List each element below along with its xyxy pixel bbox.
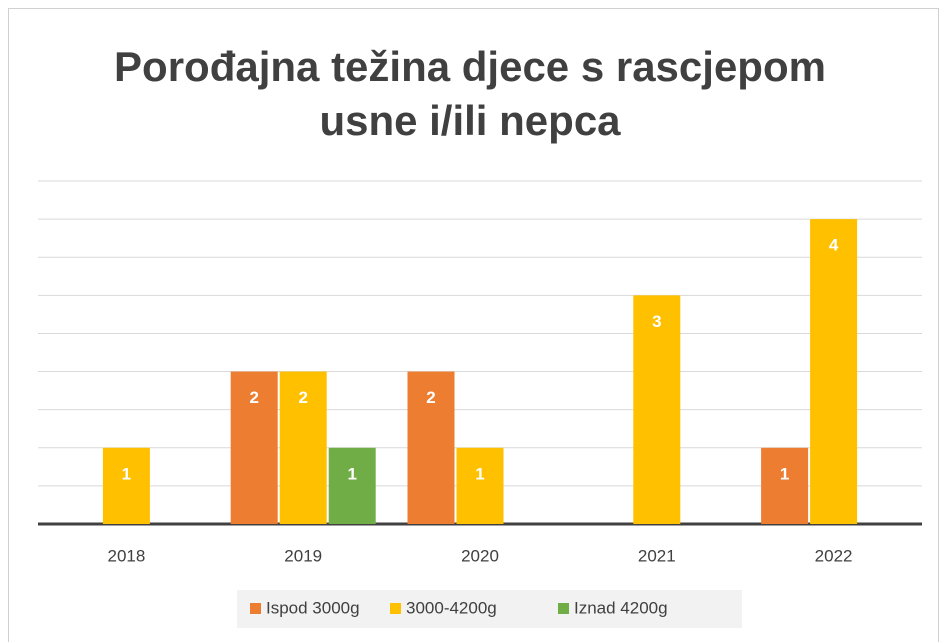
chart-title: Porođajna težina djece s rascjepom usne … [114,43,826,144]
bar [102,447,150,524]
legend-label: 3000-4200g [406,598,497,617]
data-label: 2 [249,388,258,407]
legend-swatch [250,603,261,614]
bar [761,447,809,524]
data-label: 2 [426,388,435,407]
bar [230,371,278,524]
bar [633,295,681,524]
chart-border [8,8,939,642]
data-label: 4 [829,236,839,255]
data-label: 1 [780,464,789,483]
bar [810,219,858,524]
x-tick-label: 2021 [638,546,676,565]
data-label: 1 [347,464,356,483]
bar [328,447,376,524]
bar [407,371,455,524]
x-tick-label: 2019 [284,546,322,565]
legend-swatch [390,603,401,614]
bar [279,371,327,524]
legend-swatch [558,603,569,614]
data-label: 3 [652,312,661,331]
legend-label: Iznad 4200g [574,598,668,617]
data-label: 2 [298,388,307,407]
data-label: 1 [475,464,484,483]
data-label: 1 [122,464,131,483]
x-tick-label: 2022 [815,546,853,565]
bar [456,447,504,524]
legend-box [237,590,742,628]
legend-label: Ispod 3000g [266,598,360,617]
x-tick-label: 2018 [107,546,145,565]
x-tick-label: 2020 [461,546,499,565]
